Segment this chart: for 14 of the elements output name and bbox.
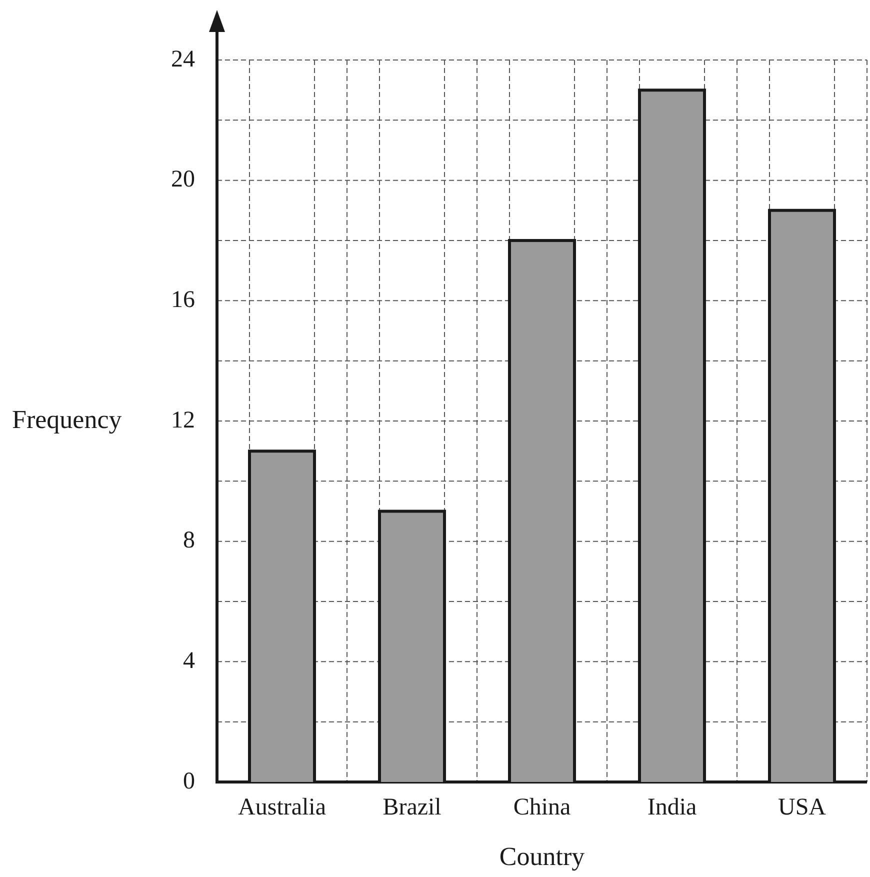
y-tick-label: 0 [183, 768, 195, 794]
y-tick-label: 16 [171, 286, 195, 313]
x-axis-title: Country [499, 842, 585, 871]
y-tick-label: 24 [171, 46, 195, 72]
y-tick-label: 20 [171, 166, 195, 193]
x-tick-label: USA [778, 794, 827, 821]
y-tick-label: 12 [171, 407, 195, 434]
x-tick-label: Australia [238, 794, 326, 821]
x-tick-label: India [647, 794, 698, 821]
y-tick-label: 4 [183, 648, 195, 674]
y-axis-title: Frequency [12, 404, 122, 434]
x-tick-label: China [513, 794, 572, 821]
x-tick-label: Brazil [382, 794, 442, 821]
y-tick-label: 8 [183, 528, 195, 554]
